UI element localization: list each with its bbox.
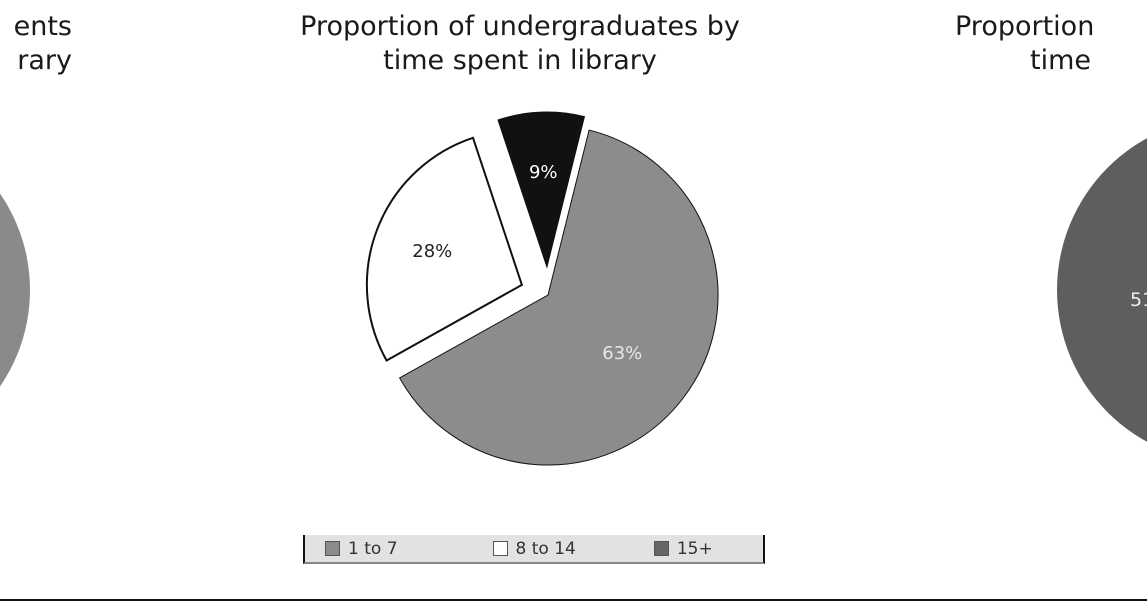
legend-swatch — [653, 541, 669, 556]
chart-title: Proportion of undergraduates by time spe… — [300, 11, 740, 76]
left-pie-fragment — [0, 193, 30, 387]
legend-label: 15+ — [676, 538, 713, 559]
right-pie-fragment — [1057, 138, 1147, 442]
legend-swatch — [325, 541, 340, 556]
pie-data-label: 28% — [412, 241, 452, 262]
main-pie: 63% 28% 9% — [365, 111, 719, 466]
legend-item: 15+ — [653, 538, 713, 559]
legend-item: 1 to 7 — [325, 539, 398, 559]
legend-swatch — [492, 541, 508, 556]
pie-slice-15- — [497, 111, 586, 269]
right-chart-title: Proportion time — [955, 11, 1095, 76]
legend-item: 8 to 14 — [492, 538, 576, 559]
legend-label: 8 to 14 — [515, 538, 576, 559]
right-pie-label: 51 — [1130, 289, 1147, 311]
pie-data-label: 9% — [529, 162, 558, 183]
bottom-rule — [0, 599, 1147, 601]
pie-data-label: 63% — [602, 343, 642, 364]
pie-slice-1-to-7 — [398, 129, 719, 466]
legend-label: 1 to 7 — [348, 538, 398, 559]
legend: 1 to 7 8 to 14 15+ — [303, 535, 765, 564]
left-chart-title: ents rary — [13, 11, 72, 76]
pie-slice-8-to-14 — [365, 136, 524, 362]
